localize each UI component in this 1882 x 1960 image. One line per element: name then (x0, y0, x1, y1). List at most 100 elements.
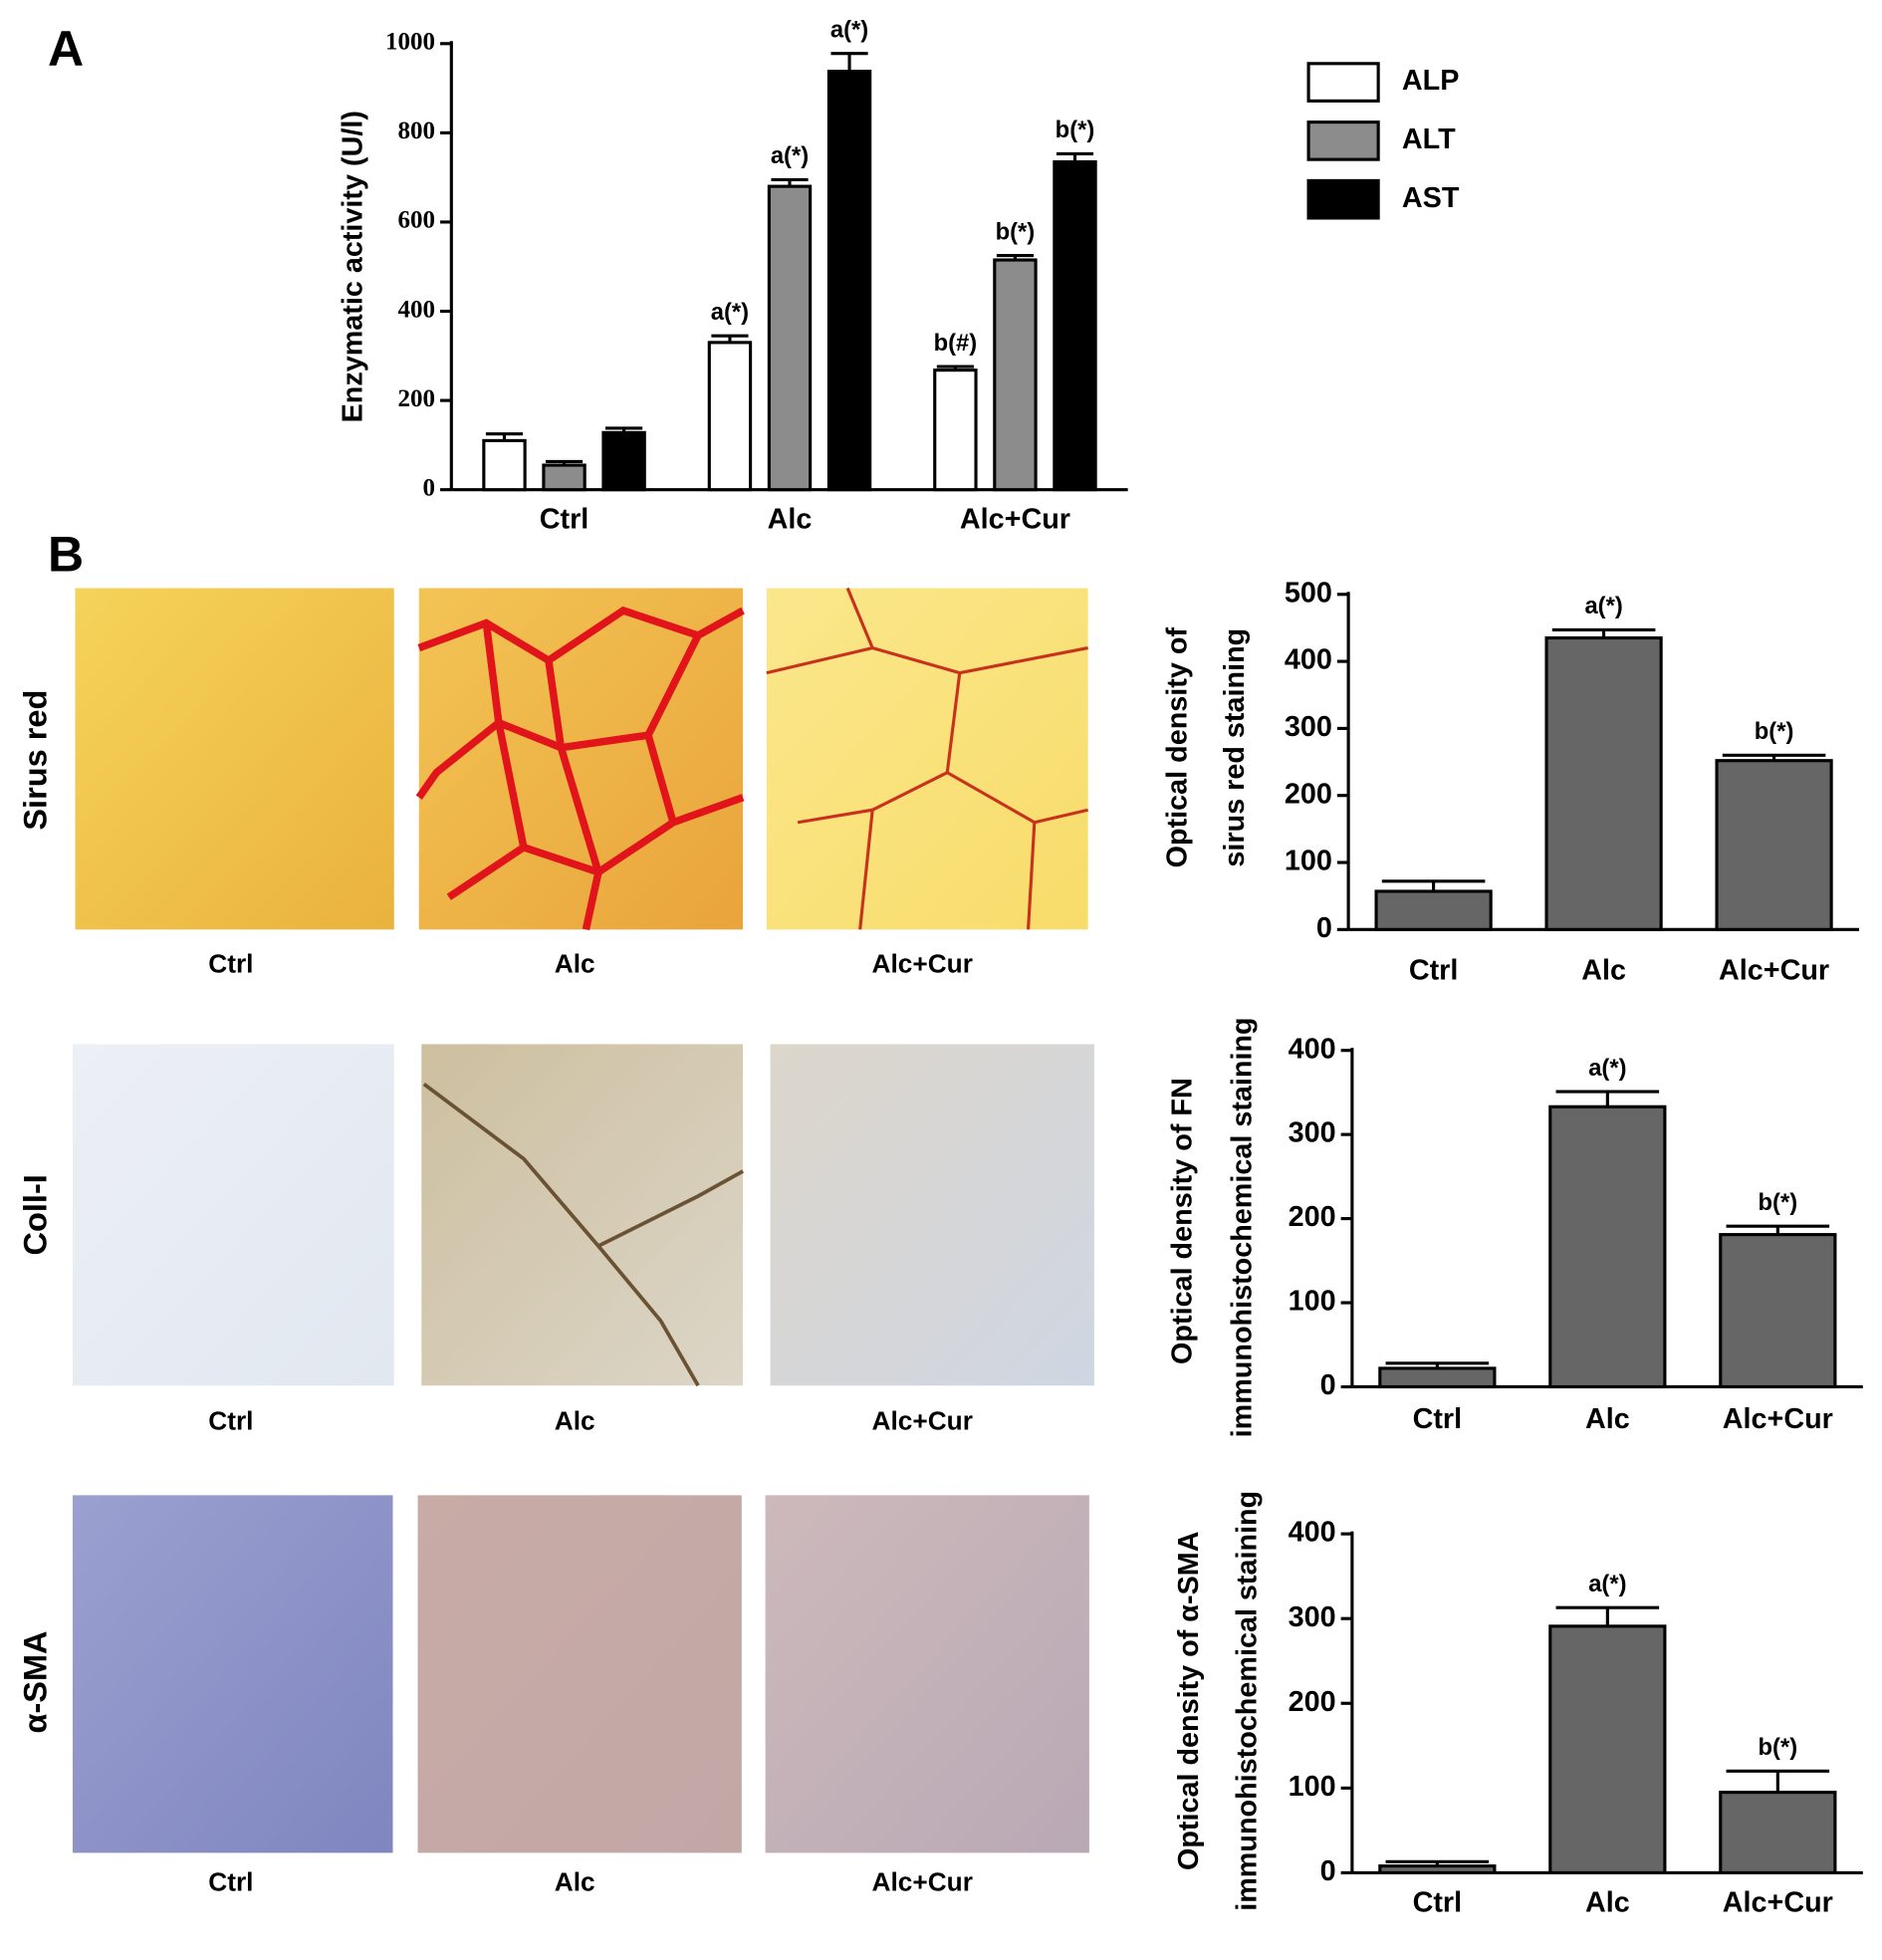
y-tick-label: 200 (1285, 778, 1332, 810)
y-tick-label: 500 (1285, 577, 1332, 609)
error-bar (1551, 627, 1656, 638)
y-tick-label: 300 (1285, 711, 1332, 743)
legend-label: ALT (1402, 123, 1456, 155)
annotation: b(*) (1759, 1734, 1798, 1761)
legend-swatch (1306, 121, 1380, 161)
y-tick-label: 300 (1289, 1601, 1336, 1633)
bar (1378, 1366, 1497, 1389)
x-tick-label: Alc+Cur (1723, 1886, 1833, 1918)
x-tick-label: Alc (1581, 954, 1626, 986)
caption: Alc (555, 949, 595, 979)
legend-swatch (1306, 178, 1380, 220)
error-bar (711, 334, 749, 343)
y-tick-label: 1000 (385, 29, 435, 56)
bar (767, 184, 813, 492)
y-tick-label: 200 (398, 385, 436, 412)
bar (1548, 1104, 1667, 1389)
legend-label: ALP (1402, 65, 1460, 97)
y-tick-label: 400 (398, 296, 436, 323)
caption: Alc+Cur (872, 1867, 973, 1897)
caption: Alc (555, 1406, 595, 1436)
bar (826, 69, 872, 492)
legend-label: AST (1402, 182, 1460, 214)
annotation: a(*) (830, 16, 868, 43)
y-tick-label: 100 (1289, 1771, 1336, 1803)
x-tick-label: Alc (1585, 1403, 1630, 1435)
micrograph-grid (72, 587, 1094, 1853)
bar (1719, 1233, 1837, 1389)
annotation: a(*) (1588, 1571, 1626, 1597)
error-bar (996, 253, 1035, 261)
x-tick-label: Ctrl (1413, 1403, 1463, 1435)
y-tick-label: 100 (1285, 846, 1332, 877)
annotation: b(*) (1755, 718, 1794, 745)
y-axis-label: immunohistochemical staining (1227, 1017, 1259, 1437)
error-bar (936, 365, 974, 370)
error-bar (1555, 1090, 1660, 1107)
micrograph (765, 1495, 1089, 1853)
error-bar (1385, 1859, 1490, 1866)
stain-line (422, 1082, 744, 1387)
fibrosis-network (766, 587, 1088, 930)
x-tick-label: Ctrl (540, 504, 589, 536)
y-tick-label: 200 (1289, 1201, 1336, 1233)
caption: Ctrl (208, 949, 253, 979)
row-label: Sirus red (18, 690, 54, 831)
micrograph (72, 1044, 394, 1386)
y-tick-label: 300 (1289, 1117, 1336, 1149)
y-tick-label: 600 (398, 207, 436, 234)
bar (601, 430, 646, 492)
error-bar (1726, 1224, 1830, 1235)
annotation: b(#) (934, 330, 978, 357)
error-bar (485, 432, 524, 441)
bar (993, 258, 1038, 492)
y-axis-label: immunohistochemical staining (1232, 1491, 1264, 1911)
y-tick-label: 0 (1320, 1369, 1336, 1401)
y-tick-label: 0 (1320, 1855, 1336, 1887)
y-tick-label: 100 (1289, 1286, 1336, 1318)
micrograph (418, 588, 744, 930)
annotation: b(*) (996, 218, 1036, 245)
y-tick-label: 400 (1289, 1033, 1336, 1065)
y-tick-label: 0 (1316, 912, 1332, 944)
bar (1374, 889, 1493, 931)
annotation: b(*) (1056, 117, 1095, 143)
error-bar (1726, 1769, 1830, 1793)
y-tick-label: 400 (1285, 644, 1332, 676)
annotation: b(*) (1759, 1189, 1798, 1216)
y-tick-label: 0 (423, 474, 436, 501)
micrograph (72, 1495, 393, 1853)
bar (1544, 635, 1663, 931)
panel-label: A (48, 21, 84, 77)
error-bar (605, 426, 643, 433)
error-bar (1056, 151, 1094, 162)
micrograph (421, 1044, 744, 1386)
x-tick-label: Alc (1585, 1886, 1630, 1918)
y-axis-label: Optical density of FN (1167, 1078, 1199, 1364)
micrograph (766, 588, 1088, 930)
error-bar (1385, 1361, 1490, 1368)
annotation: a(*) (771, 142, 809, 169)
panel-label: B (48, 527, 84, 583)
fibrosis-network (415, 606, 745, 931)
annotation: a(*) (1588, 1055, 1626, 1082)
bar (482, 438, 527, 492)
caption: Ctrl (208, 1867, 253, 1897)
caption: Alc+Cur (872, 949, 973, 979)
x-tick-label: Alc+Cur (1719, 954, 1829, 986)
bar (1715, 759, 1833, 931)
bar (707, 341, 753, 492)
x-tick-label: Alc+Cur (960, 504, 1070, 536)
error-bar (545, 459, 584, 466)
bar (542, 463, 587, 492)
row-label: Coll-I (18, 1174, 54, 1255)
y-tick-label: 200 (1289, 1686, 1336, 1718)
y-axis-label: Optical density of α-SMA (1173, 1531, 1205, 1870)
caption: Alc+Cur (872, 1406, 973, 1436)
error-bar (830, 52, 868, 72)
micrograph (75, 588, 394, 930)
legend-swatch (1306, 62, 1380, 103)
row-label: α-SMA (18, 1630, 54, 1733)
micrograph (770, 1044, 1094, 1386)
